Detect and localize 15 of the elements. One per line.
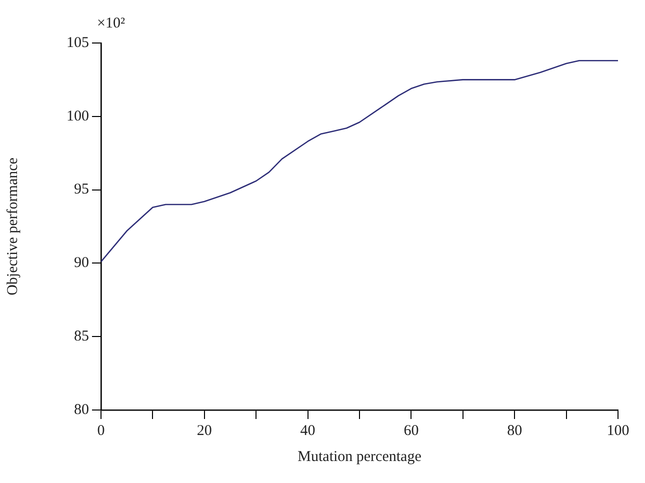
x-tick-label: 80 bbox=[507, 422, 522, 439]
y-tick-label: 85 bbox=[74, 328, 89, 345]
y-tick-label: 80 bbox=[74, 402, 89, 418]
text: ×10² bbox=[97, 15, 126, 32]
y-tick-label: 100 bbox=[66, 108, 89, 124]
y-tick-label: 95 bbox=[74, 182, 89, 198]
x-tick-label: 20 bbox=[196, 422, 212, 439]
y-tick-label: 90 bbox=[74, 255, 89, 272]
y-tick-label: 105 bbox=[66, 34, 89, 51]
y-axis-title: Objective performance bbox=[4, 157, 21, 296]
x-tick-label: 40 bbox=[300, 422, 316, 439]
x-tick-label: 100 bbox=[606, 422, 630, 439]
x-axis-title: Mutation percentage bbox=[298, 448, 422, 465]
x-tick-label: 60 bbox=[404, 422, 419, 439]
x-tick-label: 0 bbox=[97, 422, 105, 439]
